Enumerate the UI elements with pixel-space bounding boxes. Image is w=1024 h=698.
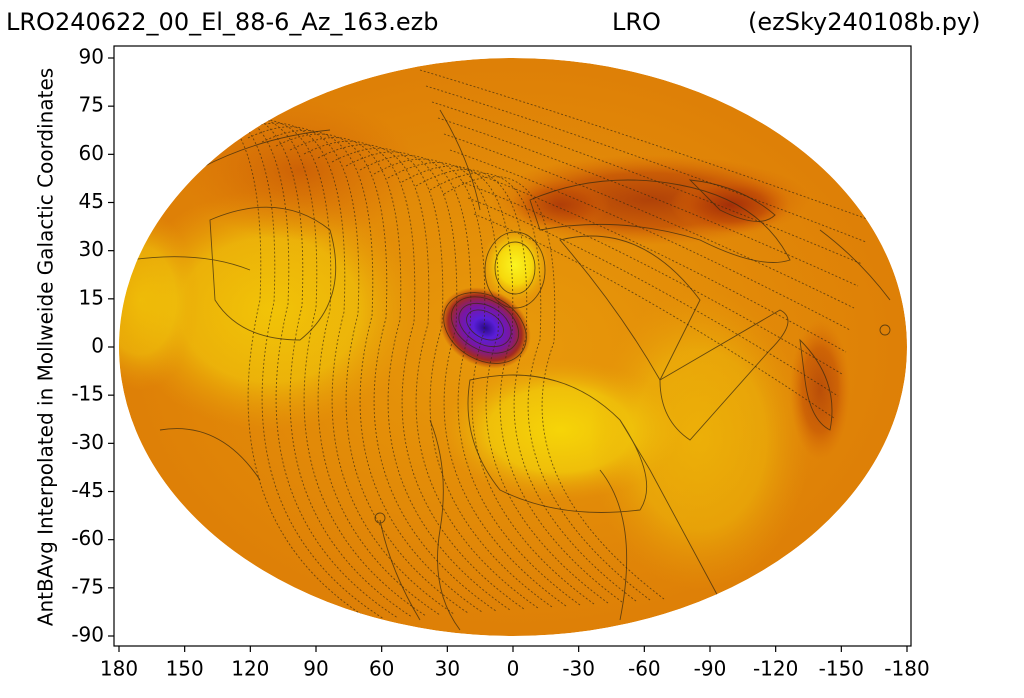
drift-track bbox=[261, 130, 483, 613]
drift-track bbox=[387, 162, 609, 604]
x-tick-label: 180 bbox=[100, 657, 138, 681]
drift-track bbox=[219, 119, 441, 616]
x-tick-label: -30 bbox=[562, 657, 595, 681]
drift-track bbox=[317, 144, 539, 609]
heatmap-field bbox=[119, 58, 907, 636]
x-tick-label: 120 bbox=[231, 657, 269, 681]
x-tick-label: 0 bbox=[507, 657, 520, 681]
y-tick-label: 0 bbox=[91, 334, 104, 358]
drift-track bbox=[303, 140, 525, 610]
y-tick-label: -75 bbox=[71, 574, 104, 598]
drift-track bbox=[437, 117, 859, 287]
drift-track bbox=[425, 85, 867, 243]
drift-track bbox=[275, 133, 497, 612]
drift-track bbox=[233, 122, 455, 615]
y-tick-label: 60 bbox=[79, 141, 104, 165]
drift-track bbox=[473, 213, 835, 419]
drift-track bbox=[205, 115, 427, 617]
chart-title-script: (ezSky240108b.py) bbox=[748, 8, 981, 36]
drift-track bbox=[401, 165, 623, 603]
y-tick-label: -60 bbox=[71, 526, 104, 550]
x-tick-label: 90 bbox=[303, 657, 328, 681]
x-tick-label: 60 bbox=[369, 657, 394, 681]
y-tick-label: -45 bbox=[71, 478, 104, 502]
y-tick-label: -30 bbox=[71, 430, 104, 454]
x-tick-label: -90 bbox=[694, 657, 727, 681]
drift-track bbox=[415, 169, 637, 602]
drift-track bbox=[373, 158, 595, 605]
drift-track bbox=[443, 133, 855, 309]
drift-track bbox=[429, 172, 651, 601]
y-tick-label: 45 bbox=[79, 189, 104, 213]
y-axis-label: AntBAvg Interpolated in Mollweide Galact… bbox=[34, 68, 58, 626]
y-tick-label: 30 bbox=[79, 237, 104, 261]
drift-track bbox=[359, 154, 581, 606]
x-tick-label: -60 bbox=[628, 657, 661, 681]
y-tick-label: 75 bbox=[79, 93, 104, 117]
drift-track bbox=[345, 151, 567, 607]
x-tick-label: 150 bbox=[166, 657, 204, 681]
drift-track bbox=[431, 101, 863, 265]
x-tick-label: -120 bbox=[753, 657, 798, 681]
y-tick-label: -15 bbox=[71, 382, 104, 406]
x-tick-label: -150 bbox=[819, 657, 864, 681]
x-tick-label: 30 bbox=[435, 657, 460, 681]
drift-track bbox=[455, 165, 847, 353]
drift-track bbox=[331, 147, 553, 608]
drift-track bbox=[467, 197, 839, 397]
drift-track bbox=[247, 126, 469, 614]
chart-title-filename: LRO240622_00_El_88-6_Az_163.ezb bbox=[6, 8, 439, 36]
y-tick-label: 90 bbox=[79, 45, 104, 69]
x-tick-label: -180 bbox=[884, 657, 929, 681]
y-tick-label: -90 bbox=[71, 623, 104, 647]
drift-track bbox=[289, 137, 511, 611]
y-tick-label: 15 bbox=[79, 285, 104, 309]
chart-title-station: LRO bbox=[612, 8, 661, 36]
